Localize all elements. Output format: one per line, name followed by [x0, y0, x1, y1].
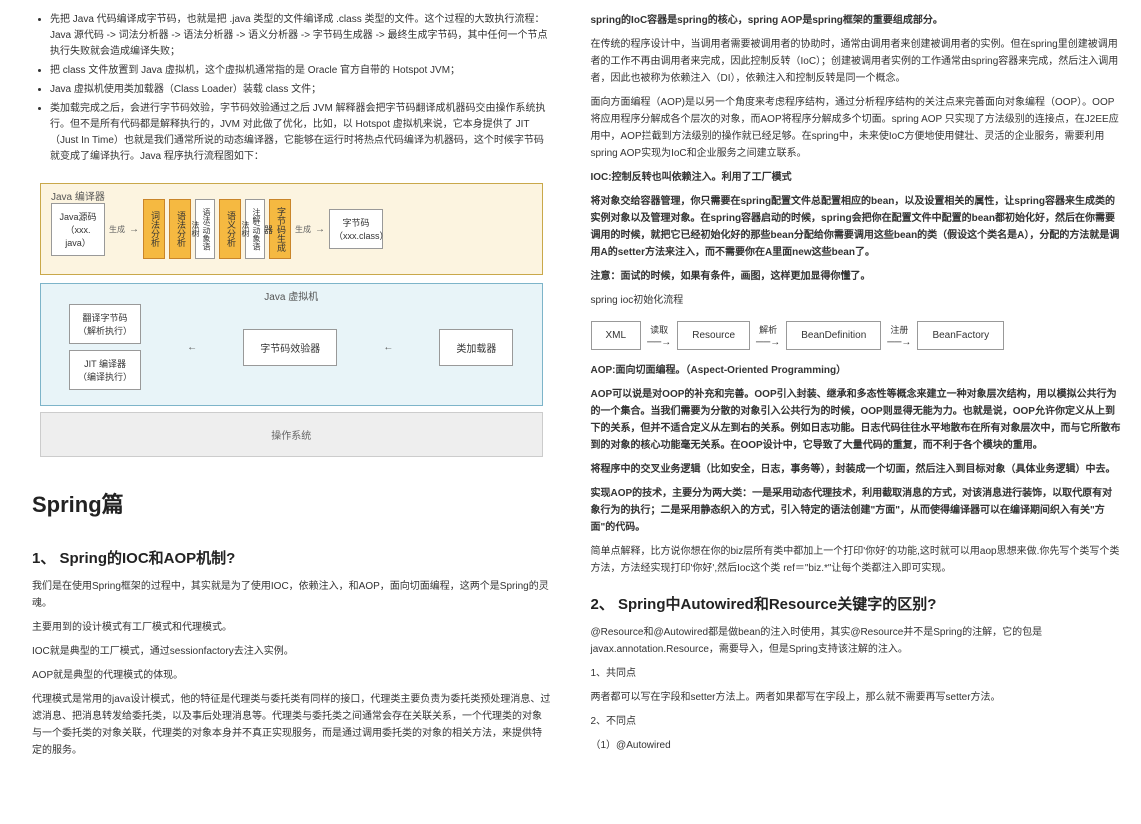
spring-heading: Spring篇: [32, 487, 551, 519]
flow-resource: Resource: [677, 321, 750, 350]
r-p1: 在传统的程序设计中，当调用者需要被调用者的协助时，通常由调用者来创建被调用者的实…: [591, 36, 1122, 87]
q2-heading: 2、 Spring中Autowired和Resource关键字的区别?: [591, 593, 1122, 614]
out-box: 字节码 （xxx.class）: [329, 209, 383, 249]
compiler-title: Java 编译器: [51, 188, 105, 203]
r-p5: @Resource和@Autowired都是做bean的注入时使用，其实@Res…: [591, 624, 1122, 658]
flow-arrow-3: 注册 ──→: [887, 323, 911, 348]
q1-heading: 1、 Spring的IOC和AOP机制?: [32, 547, 551, 568]
arrow-icon: ←: [187, 342, 197, 353]
flow-arrow-2: 解析 ──→: [756, 323, 780, 348]
stage-4: 语义分析: [219, 199, 241, 259]
note-bold: 注意：面试的时候，如果有条件，画图，这样更加显得你懂了。: [591, 268, 1122, 285]
aop-desc-bold: AOP可以说是对OOP的补充和完善。OOP引入封装、继承和多态性等概念来建立一种…: [591, 386, 1122, 454]
r-p6: 1、共同点: [591, 665, 1122, 682]
ioc-bold: IOC:控制反转也叫依赖注入。利用了工厂模式: [591, 169, 1122, 186]
compiler-diagram: Java 编译器 Java源码 （xxx. java） 生成 → 词法分析 语法…: [32, 175, 551, 465]
aop-tech-bold: 实现AOP的技术，主要分为两大类：一是采用动态代理技术，利用截取消息的方式，对该…: [591, 485, 1122, 536]
flow-xml: XML: [591, 321, 642, 350]
r-p8: 2、不同点: [591, 713, 1122, 730]
gen-label-2: 生成: [295, 224, 311, 235]
r-p9: （1）@Autowired: [591, 737, 1122, 754]
p2: 主要用到的设计模式有工厂模式和代理模式。: [32, 619, 551, 636]
gen-label-1: 生成: [109, 224, 125, 235]
ioc-flow-label: spring ioc初始化流程: [591, 292, 1122, 309]
stage-2: 语法分析: [169, 199, 191, 259]
p1: 我们是在使用Spring框架的过程中，其实就是为了使用IOC，依赖注入，和AOP…: [32, 578, 551, 612]
flow-arrow-1: 读取 ──→: [647, 323, 671, 348]
ioc-flow-diagram: XML 读取 ──→ Resource 解析 ──→ BeanDefinitio…: [591, 321, 1122, 350]
bullet-2: 把 class 文件放置到 Java 虚拟机，这个虚拟机通常指的是 Oracle…: [50, 63, 551, 79]
ioc-desc-bold: 将对象交给容器管理，你只需要在spring配置文件总配置相应的bean，以及设置…: [591, 193, 1122, 261]
bullet-1: 先把 Java 代码编译成字节码，也就是把 .java 类型的文件编译成 .cl…: [50, 12, 551, 60]
bullet-3: Java 虚拟机使用类加载器（Class Loader）装载 class 文件；: [50, 82, 551, 98]
src-box: Java源码 （xxx. java）: [51, 203, 105, 256]
p5: 代理模式是常用的java设计模式，他的特征是代理类与委托类有同样的接口，代理类主…: [32, 691, 551, 759]
vm-diagram: Java 虚拟机 翻译字节码 （解析执行） JIT 编译器 （编译执行） ← 字…: [40, 283, 543, 406]
stage-1: 词法分析: [143, 199, 165, 259]
aop-cross-bold: 将程序中的交叉业务逻辑（比如安全，日志，事务等），封装成一个切面，然后注入到目标…: [591, 461, 1122, 478]
vm-title: Java 虚拟机: [264, 288, 318, 303]
r-p2: 面向方面编程（AOP)是以另一个角度来考虑程序结构，通过分析程序结构的关注点来完…: [591, 94, 1122, 162]
aop-title-bold: AOP:面向切面编程。（Aspect-Oriented Programming）: [591, 362, 1122, 379]
arrow-icon: →: [129, 224, 139, 235]
p3: IOC就是典型的工厂模式，通过sessionfactory去注入实例。: [32, 643, 551, 660]
r-p4: 简单点解释，比方说你想在你的biz层所有类中都加上一个打印'你好'的功能,这时就…: [591, 543, 1122, 577]
stage-3: 语法/动象语法树: [195, 199, 215, 259]
p4: AOP就是典型的代理模式的体现。: [32, 667, 551, 684]
vm-loader: 类加载器: [439, 329, 513, 366]
java-compile-steps: 先把 Java 代码编译成字节码，也就是把 .java 类型的文件编译成 .cl…: [32, 12, 551, 165]
flow-beanfactory: BeanFactory: [917, 321, 1004, 350]
stage-6: 字节码生成器: [269, 199, 291, 259]
os-box: 操作系统: [40, 412, 543, 457]
r-p7: 两者都可以写在字段和setter方法上。两者如果都写在字段上，那么就不需要再写s…: [591, 689, 1122, 706]
arrow-icon: ←: [383, 342, 393, 353]
vm-verifier: 字节码效验器: [243, 329, 337, 366]
flow-beandef: BeanDefinition: [786, 321, 881, 350]
spring-core-bold: spring的IoC容器是spring的核心，spring AOP是spring…: [591, 12, 1122, 29]
vm-interpret: 翻译字节码 （解析执行）: [69, 304, 141, 344]
arrow-icon: →: [315, 224, 325, 235]
vm-jit: JIT 编译器 （编译执行）: [69, 350, 141, 390]
bullet-4: 类加载完成之后，会进行字节码效验，字节码效验通过之后 JVM 解释器会把字节码翻…: [50, 101, 551, 165]
